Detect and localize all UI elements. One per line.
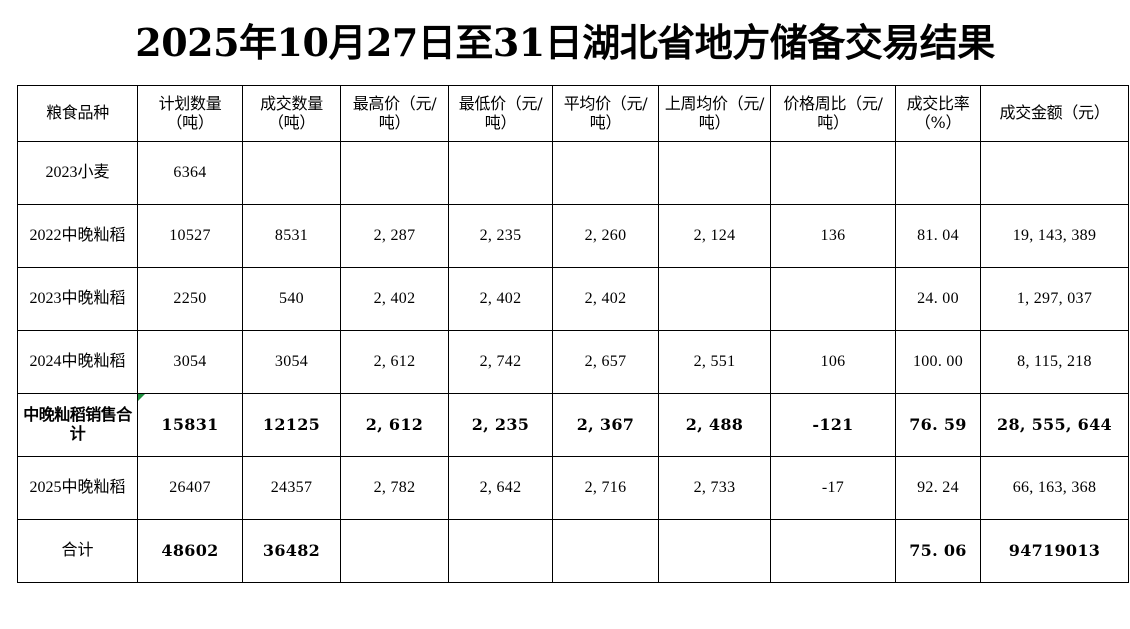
table-cell xyxy=(658,267,771,331)
table-cell xyxy=(770,519,896,583)
table-cell: 28, 555, 644 xyxy=(980,393,1129,457)
table-cell xyxy=(552,519,659,583)
trade-results-table: 粮食品种 计划数量（吨） 成交数量（吨） 最高价（元/吨） 最低价（元/吨） 平均价（元/… xyxy=(17,85,1129,583)
column-header: 成交数量（吨） xyxy=(242,85,341,142)
row-label-cell: 2024中晚籼稻 xyxy=(17,330,138,394)
table-cell: 8531 xyxy=(242,204,341,268)
table-cell: 26407 xyxy=(137,456,243,520)
table-cell: 2, 367 xyxy=(552,393,659,457)
table-cell: 2, 782 xyxy=(340,456,449,520)
table-cell xyxy=(340,141,449,205)
table-cell: 2, 402 xyxy=(448,267,553,331)
table-cell: 2, 260 xyxy=(552,204,659,268)
table-cell: 100. 00 xyxy=(895,330,981,394)
table-cell: 2, 551 xyxy=(658,330,771,394)
table-cell: 2, 657 xyxy=(552,330,659,394)
table-cell: 66, 163, 368 xyxy=(980,456,1129,520)
table-cell: -121 xyxy=(770,393,896,457)
table-cell: 2, 124 xyxy=(658,204,771,268)
table-cell: -17 xyxy=(770,456,896,520)
table-cell: 2, 402 xyxy=(340,267,449,331)
cell-note-marker-icon xyxy=(138,394,145,401)
row-label-cell: 合计 xyxy=(17,519,138,583)
table-cell: 2, 742 xyxy=(448,330,553,394)
table-cell: 2, 402 xyxy=(552,267,659,331)
results-table-container: 粮食品种 计划数量（吨） 成交数量（吨） 最高价（元/吨） 最低价（元/吨） 平均价（元/… xyxy=(17,85,1129,583)
table-cell: 6364 xyxy=(137,141,243,205)
column-header: 计划数量（吨） xyxy=(137,85,243,142)
table-cell xyxy=(658,519,771,583)
table-cell: 12125 xyxy=(242,393,341,457)
column-header: 成交金额（元） xyxy=(980,85,1129,142)
table-cell: 2, 287 xyxy=(340,204,449,268)
row-label-cell: 中晚籼稻销售合计 xyxy=(17,393,138,457)
row-label-cell: 2023小麦 xyxy=(17,141,138,205)
table-cell xyxy=(658,141,771,205)
table-cell: 136 xyxy=(770,204,896,268)
table-cell: 94719013 xyxy=(980,519,1129,583)
table-row: 合计 48602 36482 75. 06 94719013 xyxy=(17,519,1129,583)
table-row: 2023小麦 6364 xyxy=(17,141,1129,205)
table-cell: 2250 xyxy=(137,267,243,331)
column-header: 平均价（元/吨） xyxy=(552,85,659,142)
table-header-row: 粮食品种 计划数量（吨） 成交数量（吨） 最高价（元/吨） 最低价（元/吨） 平均价（元/… xyxy=(17,85,1129,142)
table-cell: 2, 716 xyxy=(552,456,659,520)
table-row: 中晚籼稻销售合计 15831 12125 2, 612 2, 235 2, 367 2, 4… xyxy=(17,393,1129,457)
table-cell: 36482 xyxy=(242,519,341,583)
table-cell: 3054 xyxy=(242,330,341,394)
table-row: 2022中晚籼稻 10527 8531 2, 287 2, 235 2, 260 2, 12… xyxy=(17,204,1129,268)
table-cell xyxy=(770,267,896,331)
table-cell xyxy=(340,519,449,583)
table-cell: 2, 612 xyxy=(340,393,449,457)
table-cell: 76. 59 xyxy=(895,393,981,457)
table-cell: 2, 612 xyxy=(340,330,449,394)
row-label-cell: 2023中晚籼稻 xyxy=(17,267,138,331)
table-cell: 540 xyxy=(242,267,341,331)
table-cell xyxy=(552,141,659,205)
table-cell: 10527 xyxy=(137,204,243,268)
table-header: 粮食品种 计划数量（吨） 成交数量（吨） 最高价（元/吨） 最低价（元/吨） 平均价（元/… xyxy=(17,85,1129,142)
row-label-cell: 2025中晚籼稻 xyxy=(17,456,138,520)
table-row: 2025中晚籼稻 26407 24357 2, 782 2, 642 2, 716 2, 7… xyxy=(17,456,1129,520)
table-cell: 3054 xyxy=(137,330,243,394)
column-header: 价格周比（元/吨） xyxy=(770,85,896,142)
column-header: 上周均价（元/吨） xyxy=(658,85,771,142)
row-label-cell: 2022中晚籼稻 xyxy=(17,204,138,268)
table-cell xyxy=(448,519,553,583)
table-cell: 75. 06 xyxy=(895,519,981,583)
table-body: 2023小麦 6364 2022中晚籼稻 10527 8531 2, 287 2, 235 2… xyxy=(17,141,1129,583)
table-cell: 1, 297, 037 xyxy=(980,267,1129,331)
table-row: 2023中晚籼稻 2250 540 2, 402 2, 402 2, 402 24. 00 1… xyxy=(17,267,1129,331)
table-cell: 8, 115, 218 xyxy=(980,330,1129,394)
table-cell xyxy=(770,141,896,205)
table-row: 2024中晚籼稻 3054 3054 2, 612 2, 742 2, 657 2, 551… xyxy=(17,330,1129,394)
table-cell: 2, 733 xyxy=(658,456,771,520)
column-header: 最高价（元/吨） xyxy=(340,85,449,142)
column-header: 成交比率（%） xyxy=(895,85,981,142)
table-cell: 2, 235 xyxy=(448,393,553,457)
table-cell: 24357 xyxy=(242,456,341,520)
page-title-container: 2025年10月27日至31日湖北省地方储备交易结果 xyxy=(0,0,1130,85)
table-cell: 24. 00 xyxy=(895,267,981,331)
table-cell: 92. 24 xyxy=(895,456,981,520)
table-cell xyxy=(448,141,553,205)
table-cell: 48602 xyxy=(137,519,243,583)
table-cell xyxy=(980,141,1129,205)
table-cell: 106 xyxy=(770,330,896,394)
table-cell: 2, 235 xyxy=(448,204,553,268)
table-cell: 15831 xyxy=(137,393,243,457)
table-cell xyxy=(242,141,341,205)
table-cell: 19, 143, 389 xyxy=(980,204,1129,268)
table-cell: 2, 642 xyxy=(448,456,553,520)
column-header: 粮食品种 xyxy=(17,85,138,142)
table-cell xyxy=(895,141,981,205)
table-cell: 81. 04 xyxy=(895,204,981,268)
table-cell: 2, 488 xyxy=(658,393,771,457)
column-header: 最低价（元/吨） xyxy=(448,85,553,142)
page-title: 2025年10月27日至31日湖北省地方储备交易结果 xyxy=(135,19,995,65)
